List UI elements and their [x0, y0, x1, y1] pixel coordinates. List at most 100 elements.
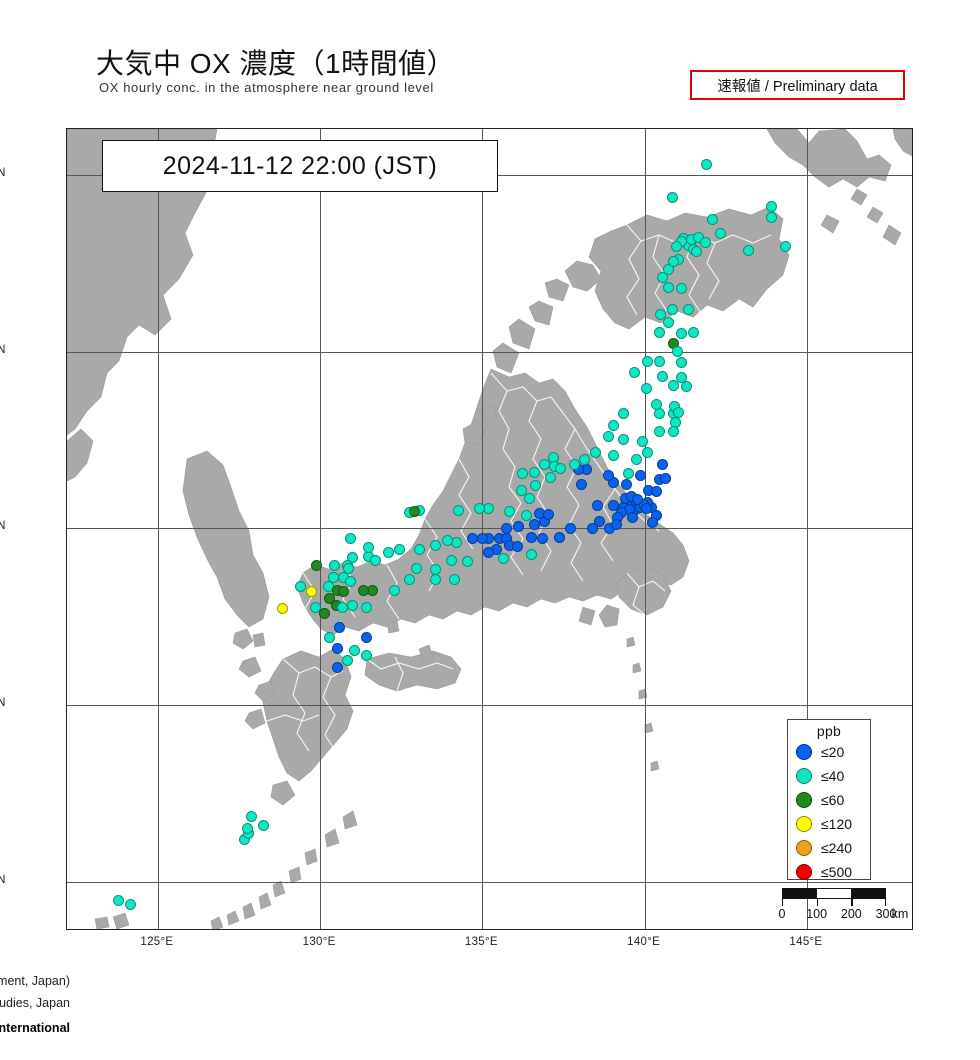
- legend-label: ≤40: [821, 768, 845, 784]
- preliminary-data-badge: 速報値 / Preliminary data: [690, 70, 905, 100]
- observation-dot: [462, 556, 474, 568]
- observation-dot: [343, 563, 355, 575]
- observation-dot: [618, 434, 630, 446]
- scale-bar-labels: 0 100 200 300 km: [778, 907, 910, 923]
- tick-lon-minor: [612, 929, 613, 930]
- observation-dot: [715, 227, 727, 239]
- observation-dot: [662, 281, 674, 293]
- observation-dot: [555, 462, 567, 474]
- legend-row: ≤500: [788, 860, 870, 884]
- observation-dot: [592, 499, 604, 511]
- observation-dot: [676, 283, 688, 295]
- observation-dot: [295, 581, 307, 593]
- scale-bar-unit: km: [891, 907, 909, 921]
- tick-lat: [66, 175, 67, 176]
- axis-label-lat: 45°N: [0, 166, 6, 179]
- observation-dot: [429, 573, 441, 585]
- observation-dot: [660, 473, 672, 485]
- observation-dot: [579, 453, 591, 465]
- observation-dot: [610, 519, 622, 531]
- legend-row: ≤20: [788, 740, 870, 764]
- observation-dot: [621, 478, 633, 490]
- observation-dot: [608, 450, 620, 462]
- tick-lat-minor: [66, 776, 67, 777]
- observation-dot: [483, 547, 495, 559]
- observation-dot: [345, 575, 357, 587]
- gridline-lat: [67, 528, 912, 530]
- tick-lon-minor: [353, 929, 354, 930]
- tick-lon-minor: [872, 929, 873, 930]
- observation-dot: [700, 158, 712, 170]
- observation-dot: [529, 466, 541, 478]
- observation-dot: [565, 523, 577, 535]
- tick-lat-minor: [66, 281, 67, 282]
- tick-lon-minor: [255, 929, 256, 930]
- observation-dot: [337, 586, 349, 598]
- observation-dot: [517, 467, 529, 479]
- observation-dot: [525, 531, 537, 543]
- observation-dot: [655, 308, 667, 320]
- observation-dot: [536, 532, 548, 544]
- observation-dot: [347, 551, 359, 563]
- observation-dot: [575, 478, 587, 490]
- observation-dot: [653, 425, 665, 437]
- legend-label: ≤500: [821, 864, 853, 880]
- observation-dot: [246, 810, 258, 822]
- preliminary-data-label: 速報値 / Preliminary data: [717, 78, 878, 95]
- observation-dot: [358, 584, 370, 596]
- tick-lon: [645, 929, 646, 930]
- observation-dot: [666, 303, 678, 315]
- axis-label-lat: 40°N: [0, 343, 6, 356]
- tick-lon-minor: [190, 929, 191, 930]
- observation-dot: [529, 519, 541, 531]
- observation-dot: [676, 328, 688, 340]
- observation-dot: [360, 631, 372, 643]
- observation-dot: [618, 407, 630, 419]
- tick-lat-minor: [66, 210, 67, 211]
- observation-dot: [516, 485, 528, 497]
- tick-lat-minor: [66, 458, 67, 459]
- tick-lat-minor: [66, 846, 67, 847]
- observation-dot: [512, 520, 524, 532]
- observation-dot: [608, 499, 620, 511]
- legend-label: ≤20: [821, 744, 845, 760]
- tick-lat-minor: [66, 634, 67, 635]
- tick-lat-minor: [66, 917, 67, 918]
- tick-lon-minor: [774, 929, 775, 930]
- observation-dot: [257, 819, 269, 831]
- observation-dot: [411, 563, 423, 575]
- observation-dot: [538, 459, 550, 471]
- observation-dot: [632, 493, 643, 505]
- observation-dot: [413, 543, 425, 555]
- tick-lat: [66, 352, 67, 353]
- observation-dot: [707, 213, 719, 225]
- legend: ppb ≤20 ≤40 ≤60 ≤120 ≤240 ≤500: [787, 719, 871, 880]
- timestamp-box: 2024-11-12 22:00 (JST): [102, 140, 498, 192]
- observation-dot: [523, 492, 535, 504]
- tick-lat-minor: [66, 740, 67, 741]
- map-plot-area[interactable]: [66, 128, 913, 930]
- page-subtitle: OX hourly conc. in the atmosphere near g…: [99, 80, 434, 95]
- scale-bar-label: 0: [778, 907, 786, 921]
- legend-title: ppb: [816, 723, 842, 739]
- observation-dot: [594, 515, 606, 527]
- tick-lat-minor: [66, 811, 67, 812]
- observation-dot: [671, 346, 683, 358]
- observation-dot: [329, 559, 341, 571]
- tick-lon-minor: [904, 929, 905, 930]
- tick-lon-minor: [450, 929, 451, 930]
- observation-dot: [691, 246, 703, 258]
- scale-bar-graphic: [782, 888, 886, 899]
- scale-bar-ticks: [782, 899, 886, 906]
- observation-dot: [603, 430, 615, 442]
- observation-dot: [504, 505, 516, 517]
- observation-dot: [382, 547, 394, 559]
- observation-dot: [569, 459, 581, 471]
- observation-dot: [636, 436, 648, 448]
- tick-lat-minor: [66, 140, 67, 141]
- observation-dot: [348, 644, 360, 656]
- observation-dot: [590, 446, 602, 458]
- legend-swatch-2: [796, 768, 812, 784]
- observation-dot: [640, 383, 652, 395]
- observation-dot: [113, 895, 125, 907]
